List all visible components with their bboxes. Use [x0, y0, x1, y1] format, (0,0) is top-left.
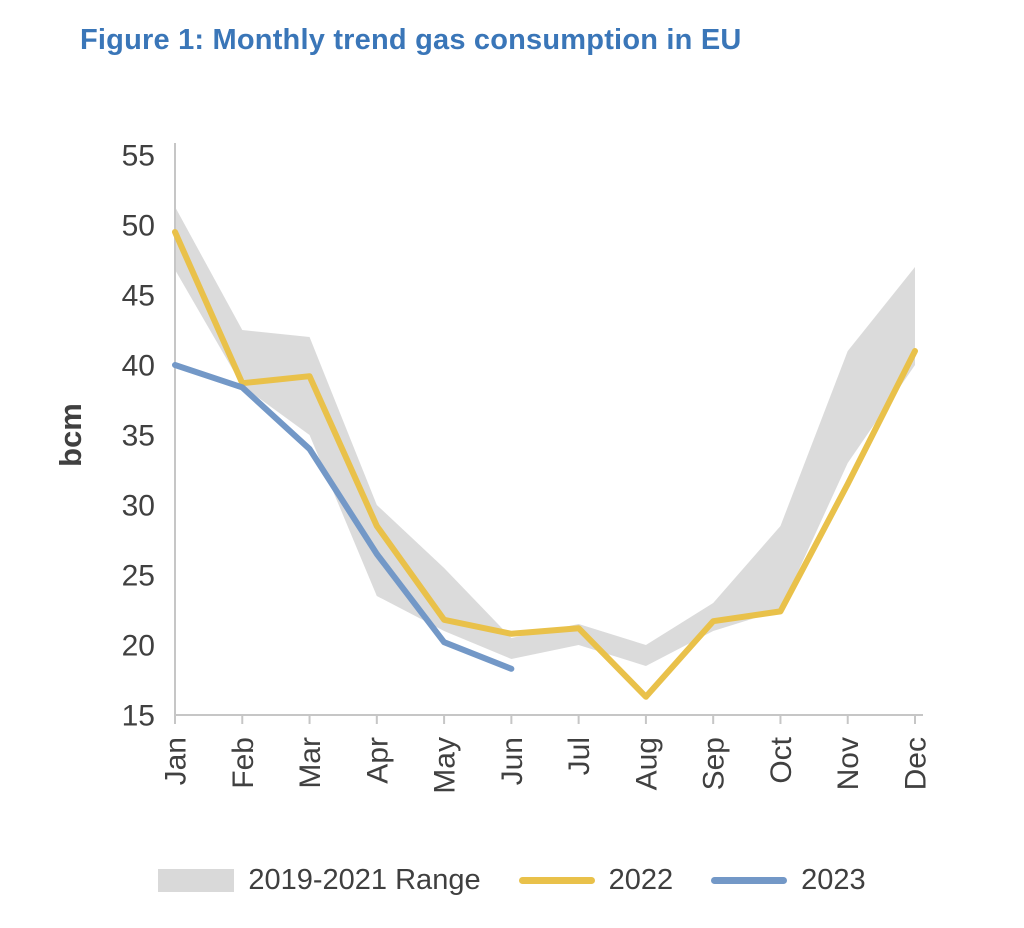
svg-text:bcm: bcm [53, 403, 88, 467]
svg-text:35: 35 [122, 420, 155, 453]
legend-item-2022: 2022 [518, 864, 674, 897]
legend-item-2023: 2023 [711, 864, 866, 897]
svg-text:20: 20 [122, 630, 155, 663]
chart-legend: 2019-2021 Range 2022 2023 [0, 864, 1024, 897]
svg-text:40: 40 [122, 350, 155, 383]
svg-text:Aug: Aug [630, 737, 663, 790]
svg-text:50: 50 [122, 210, 155, 243]
legend-swatch-2023-icon [711, 877, 788, 884]
svg-text:Nov: Nov [832, 737, 865, 790]
svg-text:30: 30 [122, 490, 155, 523]
svg-text:Feb: Feb [227, 737, 260, 789]
svg-text:25: 25 [122, 560, 155, 593]
legend-swatch-2022-icon [518, 877, 595, 884]
svg-text:55: 55 [122, 140, 155, 173]
svg-text:15: 15 [122, 700, 155, 733]
svg-text:45: 45 [122, 280, 155, 313]
legend-label-2022: 2022 [608, 864, 674, 896]
svg-text:Sep: Sep [698, 737, 731, 790]
svg-text:Jul: Jul [563, 737, 596, 775]
svg-text:Dec: Dec [900, 737, 933, 790]
svg-text:Oct: Oct [765, 736, 798, 783]
svg-text:May: May [429, 737, 462, 794]
svg-text:Mar: Mar [294, 737, 327, 789]
line-chart: 15 20 25 30 35 40 45 50 55 Jan Feb Mar Apr May Jun Jul A… [53, 140, 933, 794]
svg-text:Jan: Jan [160, 737, 193, 785]
legend-item-range: 2019-2021 Range [158, 864, 481, 897]
figure-title: Figure 1: Monthly trend gas consumption … [80, 24, 742, 56]
legend-label-2023: 2023 [801, 864, 866, 896]
legend-label-range: 2019-2021 Range [248, 864, 481, 896]
svg-text:Apr: Apr [361, 737, 394, 784]
legend-swatch-range-icon [158, 869, 235, 892]
svg-text:Jun: Jun [496, 737, 529, 785]
